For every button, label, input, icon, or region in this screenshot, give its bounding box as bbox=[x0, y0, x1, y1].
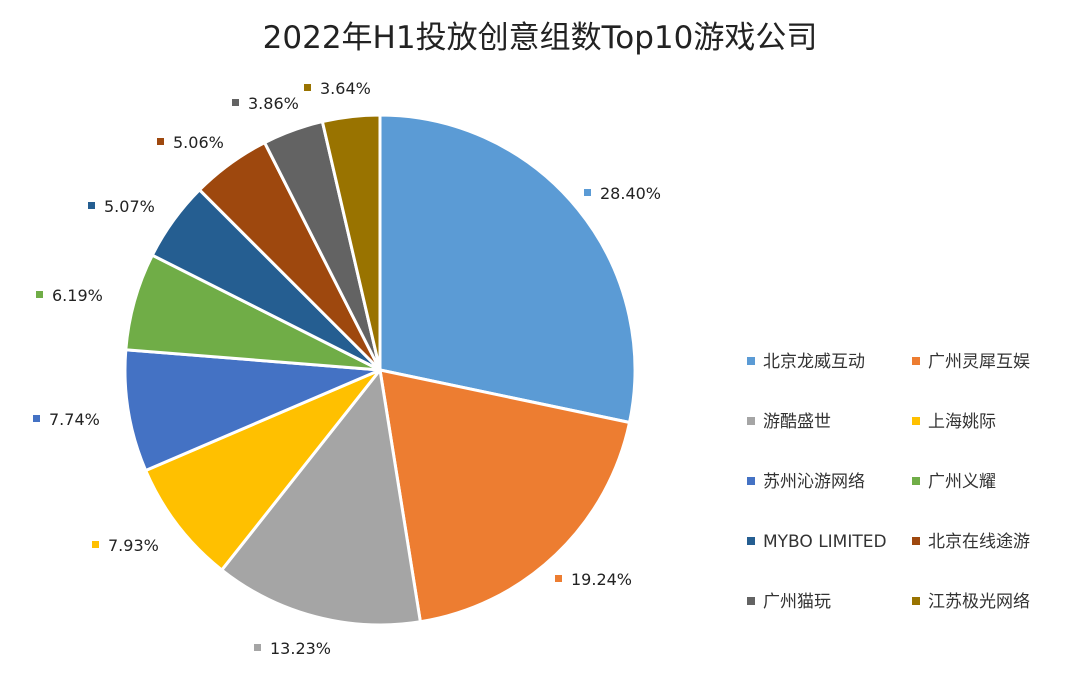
data-label-marker bbox=[157, 138, 164, 145]
data-label-marker bbox=[304, 84, 311, 91]
legend-label: 广州灵犀互娱 bbox=[928, 352, 1030, 372]
legend-swatch bbox=[912, 597, 920, 605]
legend-label: 北京在线途游 bbox=[928, 532, 1030, 552]
data-label: 6.19% bbox=[52, 286, 103, 305]
data-label: 13.23% bbox=[270, 639, 331, 658]
legend-swatch bbox=[747, 597, 755, 605]
legend-swatch bbox=[912, 417, 920, 425]
data-label: 5.07% bbox=[104, 197, 155, 216]
data-label-marker bbox=[584, 189, 591, 196]
data-label-marker bbox=[92, 541, 99, 548]
legend-swatch bbox=[747, 357, 755, 365]
legend-label: 北京龙威互动 bbox=[763, 352, 865, 372]
data-label-marker bbox=[88, 202, 95, 209]
data-label: 5.06% bbox=[173, 133, 224, 152]
legend-label: 上海姚际 bbox=[928, 412, 996, 432]
pie-slice bbox=[378, 113, 637, 425]
data-label: 28.40% bbox=[600, 184, 661, 203]
chart-title: 2022年H1投放创意组数Top10游戏公司 bbox=[262, 20, 818, 56]
pie-labels: 28.40% 19.24% 13.23% 7.93% 7.74% 6.19% 5.07% 5.… bbox=[33, 79, 661, 658]
pie-slice bbox=[320, 113, 382, 371]
data-label: 3.86% bbox=[248, 94, 299, 113]
legend-label: 江苏极光网络 bbox=[928, 592, 1030, 612]
legend-label: 苏州沁游网络 bbox=[763, 472, 865, 492]
data-label: 19.24% bbox=[571, 570, 632, 589]
pie-slice bbox=[143, 368, 382, 573]
pie-slices bbox=[123, 113, 637, 627]
pie-slice bbox=[219, 366, 423, 627]
legend-swatch bbox=[747, 477, 755, 485]
legend-swatch bbox=[747, 417, 755, 425]
pie-slice bbox=[123, 348, 381, 473]
data-label: 3.64% bbox=[320, 79, 371, 98]
legend-swatch bbox=[747, 537, 755, 545]
legend-swatch bbox=[912, 357, 920, 365]
data-label: 7.93% bbox=[108, 536, 159, 555]
pie-slice bbox=[378, 368, 632, 624]
legend-swatch bbox=[912, 477, 920, 485]
legend-swatch bbox=[912, 537, 920, 545]
data-label-marker bbox=[36, 291, 43, 298]
legend-label: 广州义耀 bbox=[928, 472, 996, 492]
legend-label: 游酷盛世 bbox=[763, 412, 831, 432]
data-label-marker bbox=[33, 415, 40, 422]
legend-label: MYBO LIMITED bbox=[763, 532, 887, 552]
legend-label: 广州猫玩 bbox=[763, 592, 831, 612]
data-label-marker bbox=[254, 644, 261, 651]
data-label-marker bbox=[232, 99, 239, 106]
data-label: 7.74% bbox=[49, 410, 100, 429]
data-label-marker bbox=[555, 575, 562, 582]
